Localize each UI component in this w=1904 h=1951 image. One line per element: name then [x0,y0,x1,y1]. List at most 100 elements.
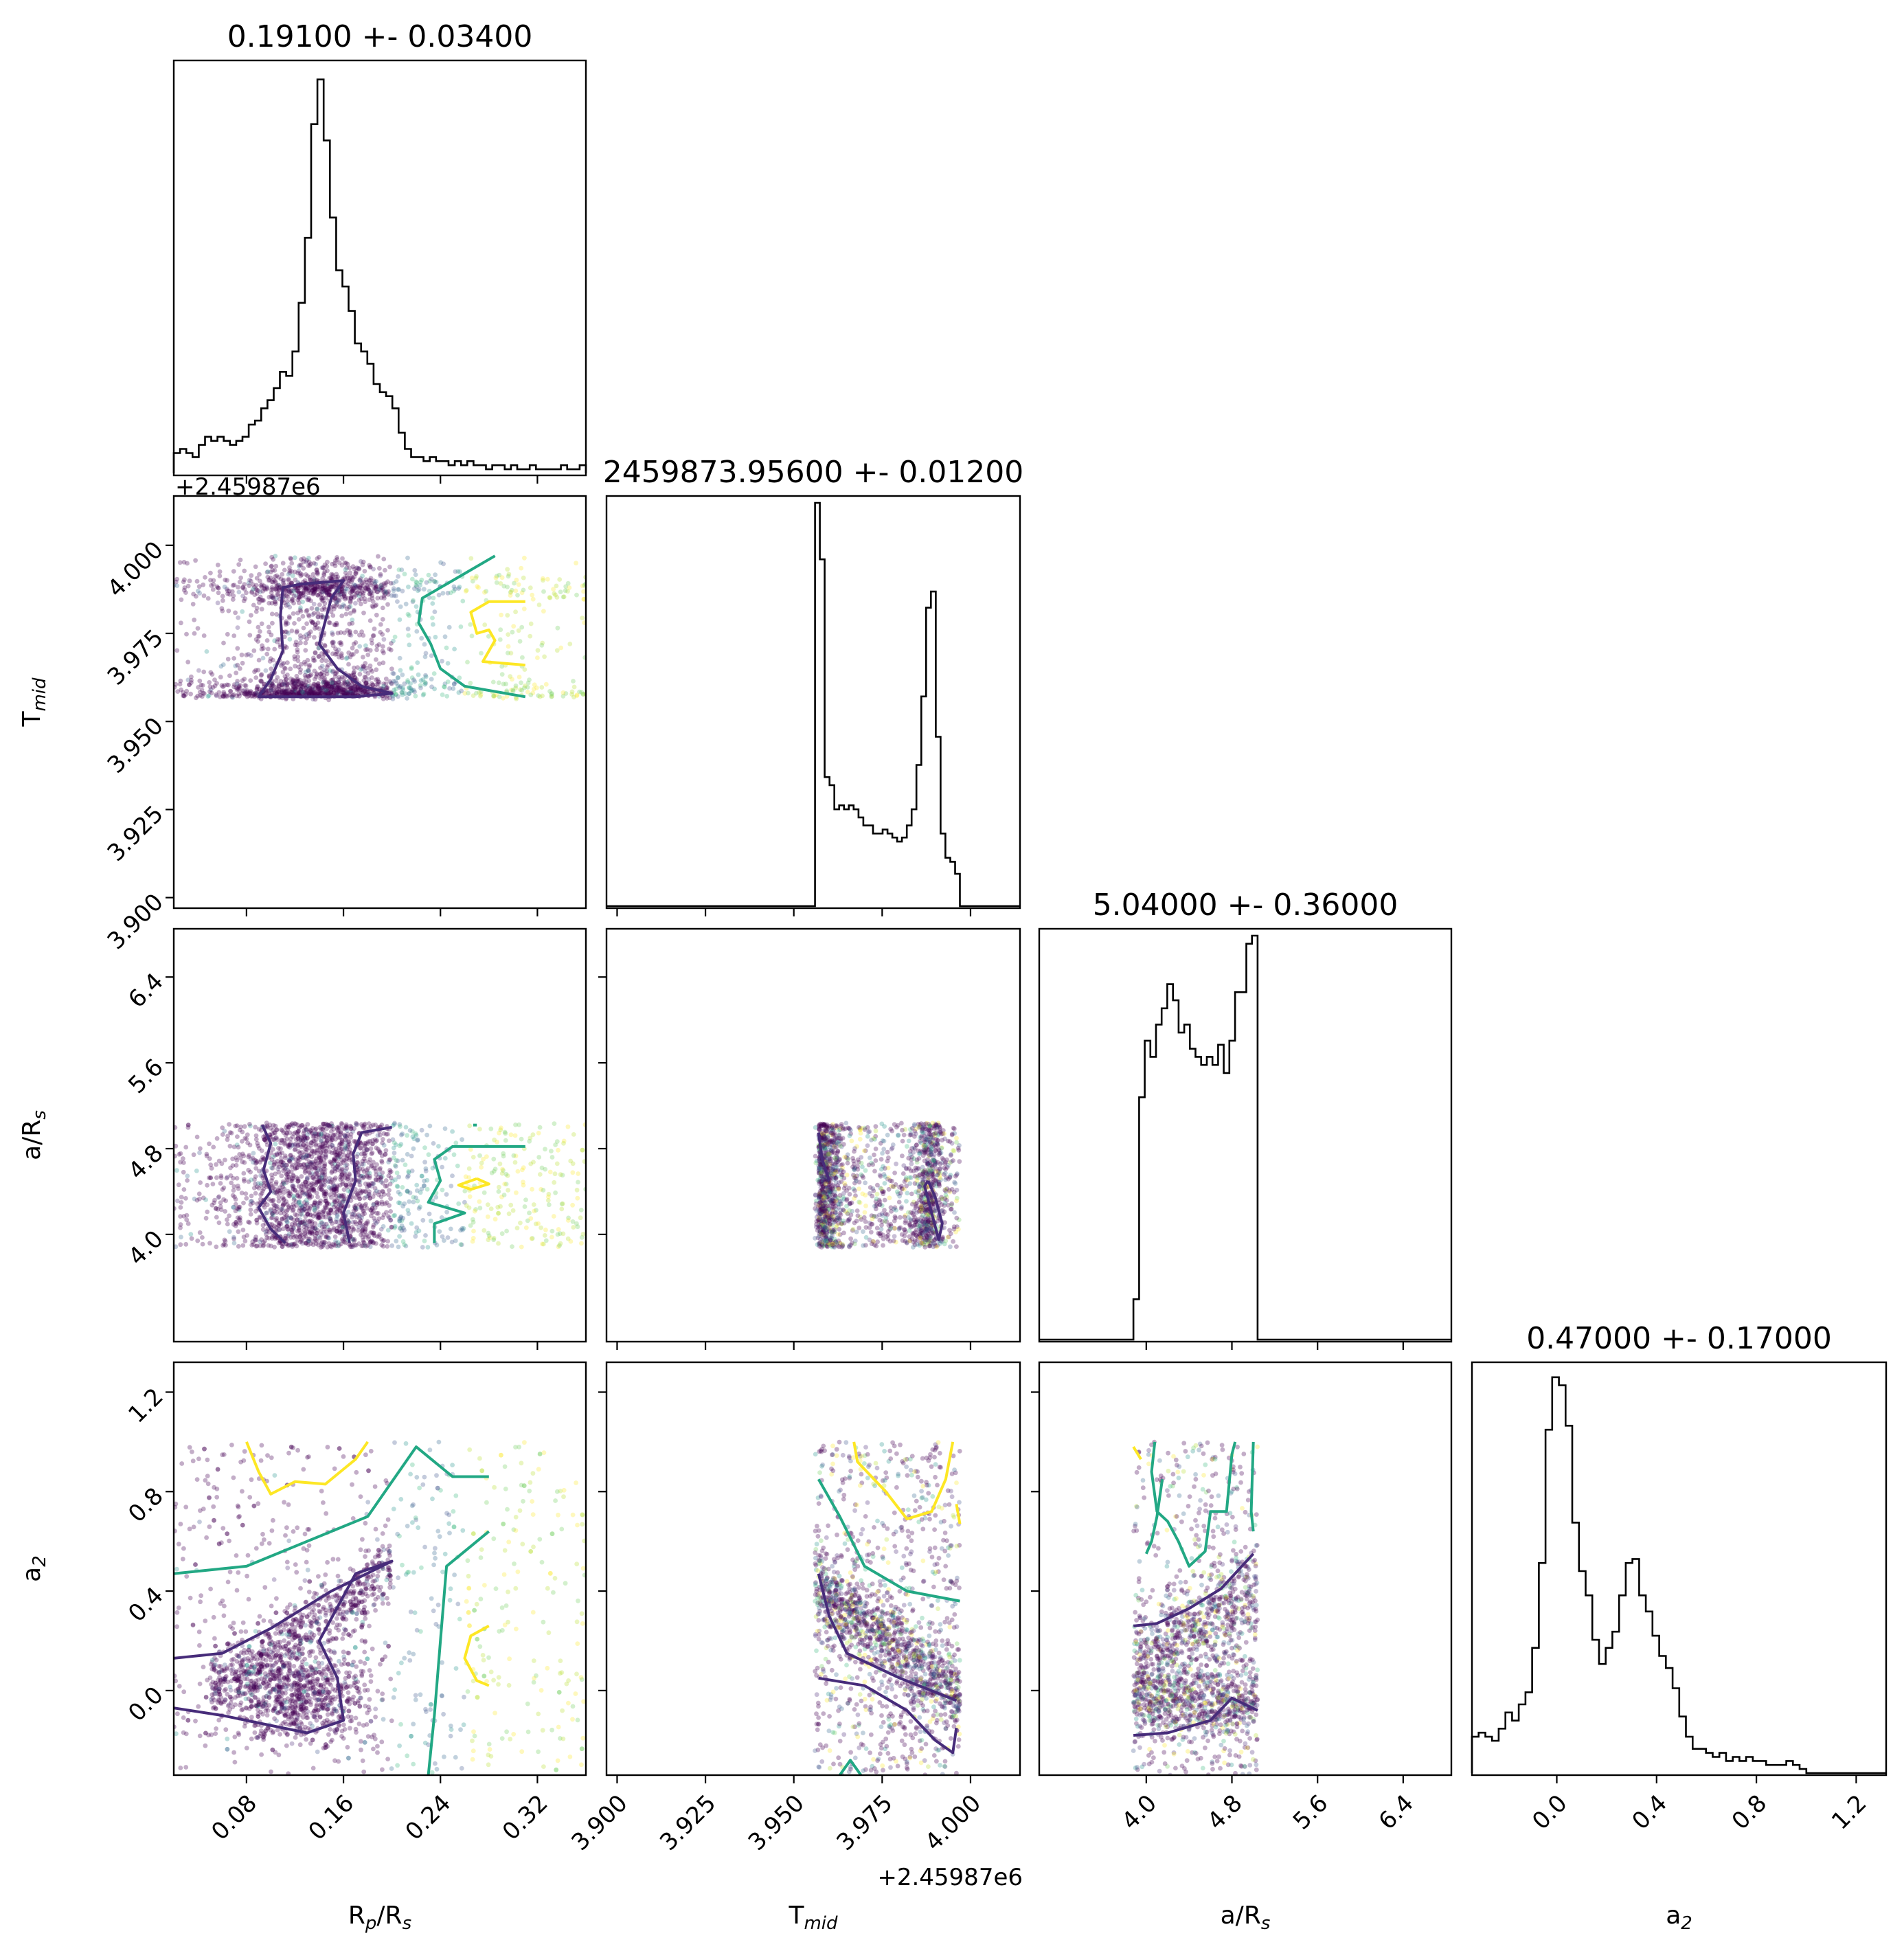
sample-point [282,674,288,679]
sample-point [827,1210,832,1216]
sample-point [208,1175,213,1180]
sample-point [343,1183,349,1188]
sample-point [478,693,483,699]
sample-point [824,1129,829,1134]
sample-point [358,1205,363,1210]
sample-point [289,591,295,596]
sample-point [316,684,321,689]
sample-point [824,1142,830,1148]
sample-point [309,1221,315,1226]
sample-point [361,1208,366,1214]
sample-point [305,573,310,578]
sample-point [328,575,333,580]
sample-point [402,681,407,686]
sample-point [378,1175,383,1180]
sample-point [365,586,371,591]
sample-point [295,1217,300,1222]
sample-point [942,1241,947,1247]
sample-point [419,577,424,583]
sample-point [352,675,358,680]
sample-point [327,1192,332,1197]
sample-point [920,1175,925,1180]
sample-point [330,1177,335,1182]
sample-point [571,679,576,684]
sample-point [943,1166,949,1172]
sample-point [193,558,198,563]
sample-point [238,1155,243,1161]
sample-point [308,687,314,692]
sample-point [376,642,382,647]
sample-point [256,668,261,673]
sample-point [313,1158,319,1164]
sample-point [264,1120,269,1125]
sample-point [368,667,373,673]
sample-point [299,690,304,696]
sample-point [208,1162,214,1167]
sample-point [374,1145,379,1151]
sample-point [345,690,350,695]
sample-point [481,1228,487,1233]
sample-point [318,1166,324,1171]
sample-point [252,1177,257,1182]
sample-point [396,675,401,680]
sample-point [372,578,376,583]
sample-point [363,1221,369,1226]
sample-point [344,1125,350,1131]
sample-point [211,582,216,587]
sample-point [350,588,354,594]
sample-point [314,567,319,573]
sample-point [357,644,363,649]
sample-point [569,692,574,697]
sample-point [242,688,247,693]
sample-point [392,1120,397,1126]
sample-point [389,1225,394,1230]
sample-point [382,596,387,601]
sample-point [339,588,345,594]
sample-point [451,584,457,589]
sample-point [373,1169,378,1174]
sample-point [351,672,356,677]
sample-point [361,1174,367,1180]
sample-point [824,1194,830,1199]
sample-point [328,1186,333,1191]
sample-point [365,1166,371,1171]
sample-point [830,1161,836,1166]
sample-point [444,645,449,651]
sample-point [301,565,306,571]
sample-point [247,1153,252,1158]
sample-point [346,1219,351,1224]
sample-point [830,1208,836,1213]
sample-point [308,561,313,567]
sample-point [302,585,307,589]
sample-point [292,1147,297,1152]
sample-point [315,607,319,611]
sample-point [271,1185,275,1191]
sample-point [839,1221,844,1226]
sample-point [319,1127,324,1131]
sample-point [580,616,585,620]
sample-point [315,690,321,695]
sample-point [822,1155,828,1160]
sample-point [230,583,236,588]
sample-point [313,626,317,631]
sample-point [364,1232,370,1238]
sample-point [293,1147,298,1152]
sample-point [286,591,291,596]
sample-point [297,690,302,696]
sample-point [260,643,264,649]
sample-point [830,1222,835,1228]
sample-point [330,1143,335,1148]
sample-point [381,637,387,642]
sample-point [271,657,275,663]
sample-point [346,1220,352,1226]
sample-point [348,686,354,691]
sample-point [288,1224,294,1230]
sample-point [280,669,286,675]
sample-point [379,1123,385,1127]
sample-point [252,592,258,597]
sample-point [429,653,434,658]
sample-point [293,642,298,648]
sample-point [873,1158,879,1163]
sample-point [361,1226,365,1232]
sample-point [339,1122,345,1127]
